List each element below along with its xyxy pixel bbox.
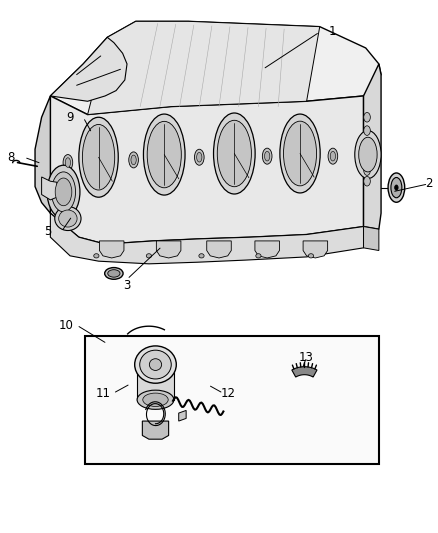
- Text: 10: 10: [58, 319, 73, 332]
- Ellipse shape: [94, 254, 99, 258]
- Polygon shape: [303, 241, 328, 258]
- Ellipse shape: [59, 210, 77, 227]
- Ellipse shape: [143, 114, 185, 195]
- Ellipse shape: [143, 393, 168, 406]
- Ellipse shape: [147, 122, 181, 188]
- Ellipse shape: [388, 173, 405, 203]
- Ellipse shape: [47, 165, 80, 219]
- Ellipse shape: [308, 254, 314, 258]
- Ellipse shape: [364, 176, 370, 186]
- Polygon shape: [137, 365, 174, 400]
- Ellipse shape: [105, 268, 123, 279]
- Ellipse shape: [197, 152, 202, 162]
- Ellipse shape: [129, 152, 138, 168]
- Ellipse shape: [51, 172, 75, 212]
- Ellipse shape: [355, 131, 381, 179]
- Polygon shape: [50, 96, 364, 244]
- Polygon shape: [364, 64, 381, 229]
- Bar: [85, 336, 379, 464]
- Text: 2: 2: [425, 177, 433, 190]
- Text: 11: 11: [95, 387, 110, 400]
- Ellipse shape: [283, 121, 317, 186]
- Ellipse shape: [134, 346, 176, 383]
- Ellipse shape: [328, 148, 338, 164]
- Ellipse shape: [79, 117, 118, 197]
- Ellipse shape: [256, 254, 261, 258]
- Ellipse shape: [265, 151, 270, 161]
- Ellipse shape: [140, 350, 171, 379]
- Ellipse shape: [330, 151, 336, 161]
- Polygon shape: [364, 227, 379, 251]
- Text: 8: 8: [7, 151, 14, 164]
- Ellipse shape: [364, 126, 370, 135]
- Ellipse shape: [364, 112, 370, 122]
- Ellipse shape: [149, 359, 162, 370]
- Text: 13: 13: [299, 351, 314, 364]
- Polygon shape: [35, 96, 50, 213]
- Ellipse shape: [146, 254, 152, 258]
- Text: 1: 1: [329, 26, 337, 38]
- Ellipse shape: [137, 390, 174, 409]
- Text: 12: 12: [220, 387, 235, 400]
- Ellipse shape: [364, 166, 370, 175]
- Ellipse shape: [63, 155, 73, 171]
- Polygon shape: [50, 213, 364, 264]
- Polygon shape: [292, 367, 317, 377]
- Ellipse shape: [108, 270, 120, 277]
- Ellipse shape: [280, 114, 320, 193]
- Ellipse shape: [55, 178, 72, 206]
- Ellipse shape: [199, 254, 204, 258]
- Polygon shape: [156, 241, 181, 258]
- Ellipse shape: [65, 158, 71, 167]
- Ellipse shape: [82, 125, 115, 190]
- Text: 3: 3: [124, 279, 131, 292]
- Polygon shape: [255, 241, 279, 258]
- Polygon shape: [99, 241, 124, 258]
- Ellipse shape: [55, 207, 81, 231]
- Polygon shape: [42, 177, 57, 200]
- Ellipse shape: [194, 149, 204, 165]
- Text: 5: 5: [45, 225, 52, 238]
- Ellipse shape: [359, 137, 377, 172]
- Text: 9: 9: [66, 111, 74, 124]
- Polygon shape: [207, 241, 231, 258]
- Ellipse shape: [262, 148, 272, 164]
- Ellipse shape: [217, 120, 251, 187]
- Polygon shape: [50, 37, 127, 101]
- Ellipse shape: [391, 177, 402, 198]
- Polygon shape: [179, 410, 186, 421]
- Polygon shape: [50, 21, 381, 115]
- Ellipse shape: [395, 185, 398, 190]
- Ellipse shape: [214, 113, 255, 194]
- Polygon shape: [142, 421, 169, 439]
- Ellipse shape: [131, 155, 136, 165]
- Polygon shape: [88, 21, 320, 115]
